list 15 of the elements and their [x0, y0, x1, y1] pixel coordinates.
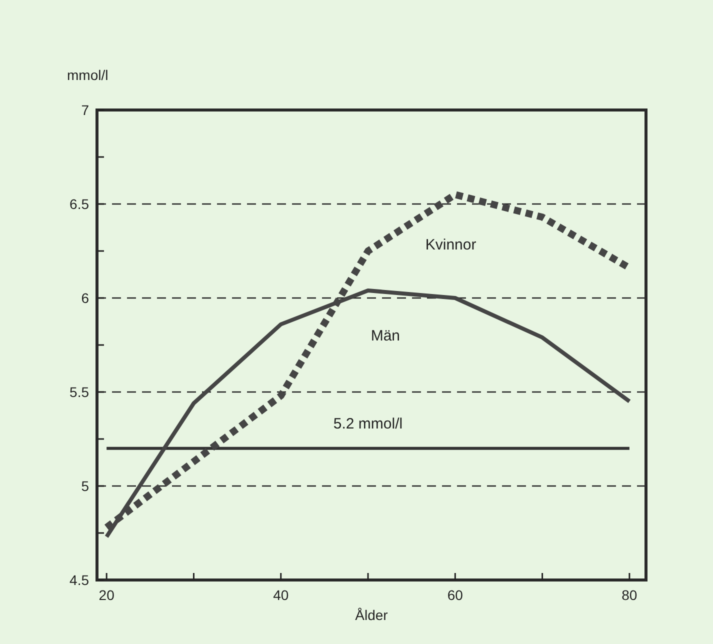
x-tick-label: 40 [273, 587, 289, 603]
x-axis-title: Ålder [355, 607, 388, 623]
y-axis-title: mmol/l [67, 67, 108, 83]
y-tick-label: 5.5 [70, 384, 90, 400]
y-tick-label: 6.5 [70, 196, 90, 212]
x-tick-label: 80 [622, 587, 638, 603]
text: Män [370, 327, 400, 344]
x-tick-label: 20 [98, 587, 115, 603]
ref-line-label: 5.2 mmol/l [333, 415, 403, 432]
x-tick-label: 60 [447, 587, 464, 603]
series-label: Kvinnor [425, 236, 476, 254]
y-tick-label: 5 [81, 478, 90, 494]
y-tick-label: 7 [81, 102, 90, 118]
y-tick-label: 6 [81, 290, 90, 306]
y-tick-label: 4.5 [70, 572, 90, 588]
